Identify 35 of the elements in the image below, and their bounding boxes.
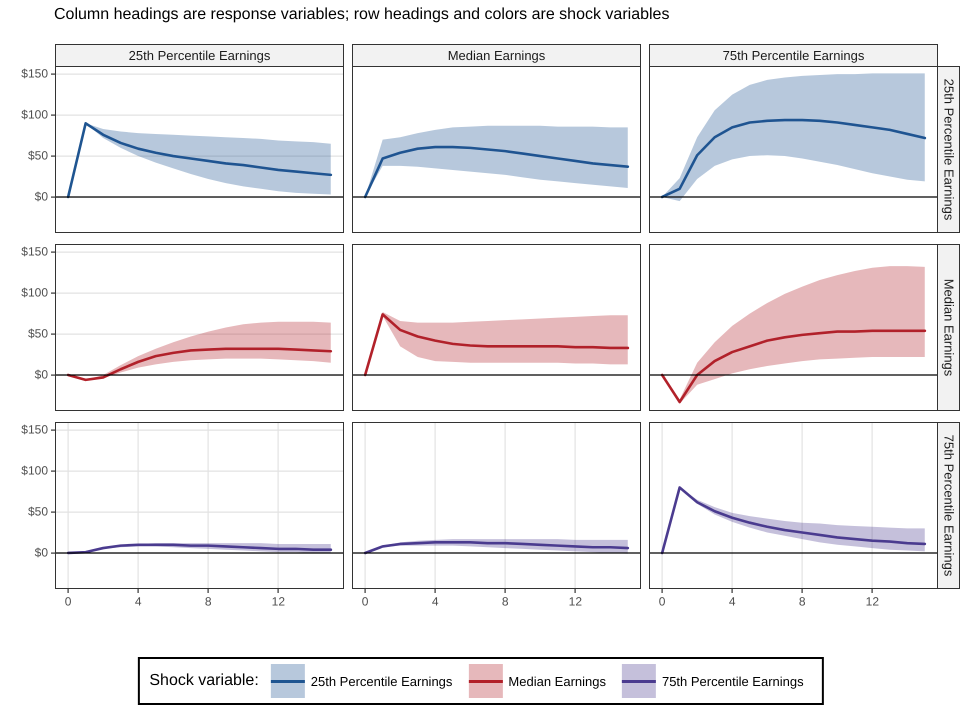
x-tick-label: 12 xyxy=(272,594,286,609)
chart-title: 75th Percentile Earnings xyxy=(649,44,938,67)
x-tick-label: 8 xyxy=(798,594,806,609)
x-tick-label: 8 xyxy=(502,594,509,609)
x-tick-label: 4 xyxy=(432,594,439,609)
x-tick-label: 0 xyxy=(658,594,666,609)
y-tick-label: $50 xyxy=(28,148,48,162)
x-tick-label: 0 xyxy=(64,594,72,609)
x-tick-label: 4 xyxy=(134,594,142,609)
y-tick-label: $50 xyxy=(28,326,48,340)
y-tick-label: $150 xyxy=(21,422,48,436)
y-tick-label: $100 xyxy=(21,285,48,300)
y2-axis-title: 75th Percentile Earnings xyxy=(941,434,956,576)
legend-label: 75th Percentile Earnings xyxy=(662,674,804,688)
x-tick-label: 12 xyxy=(866,594,880,609)
x-tick-label: 12 xyxy=(568,594,582,609)
chart-title: 25th Percentile Earnings xyxy=(55,44,344,67)
legend-title: Shock variable: xyxy=(149,672,259,690)
y-tick-label: $100 xyxy=(21,107,48,122)
y2-axis-title: 25th Percentile Earnings xyxy=(941,78,956,220)
legend-label: Median Earnings xyxy=(508,674,606,688)
text: Column headings are response variables; row headings and colors are shock variables xyxy=(54,6,670,24)
legend-label: 25th Percentile Earnings xyxy=(310,674,452,688)
y-tick-label: $0 xyxy=(34,545,48,560)
y-tick-label: $50 xyxy=(28,504,48,518)
chart-title: Median Earnings xyxy=(352,44,641,67)
y-tick-label: $150 xyxy=(21,244,48,258)
y-tick-label: $100 xyxy=(21,463,48,478)
y-tick-label: $0 xyxy=(34,189,48,204)
y-tick-label: $150 xyxy=(21,66,48,80)
x-tick-label: 8 xyxy=(204,594,212,609)
x-tick-label: 4 xyxy=(728,594,736,609)
y-tick-label: $0 xyxy=(34,367,48,382)
y2-axis-title: Median Earnings xyxy=(941,278,956,376)
x-tick-label: 0 xyxy=(362,594,369,609)
